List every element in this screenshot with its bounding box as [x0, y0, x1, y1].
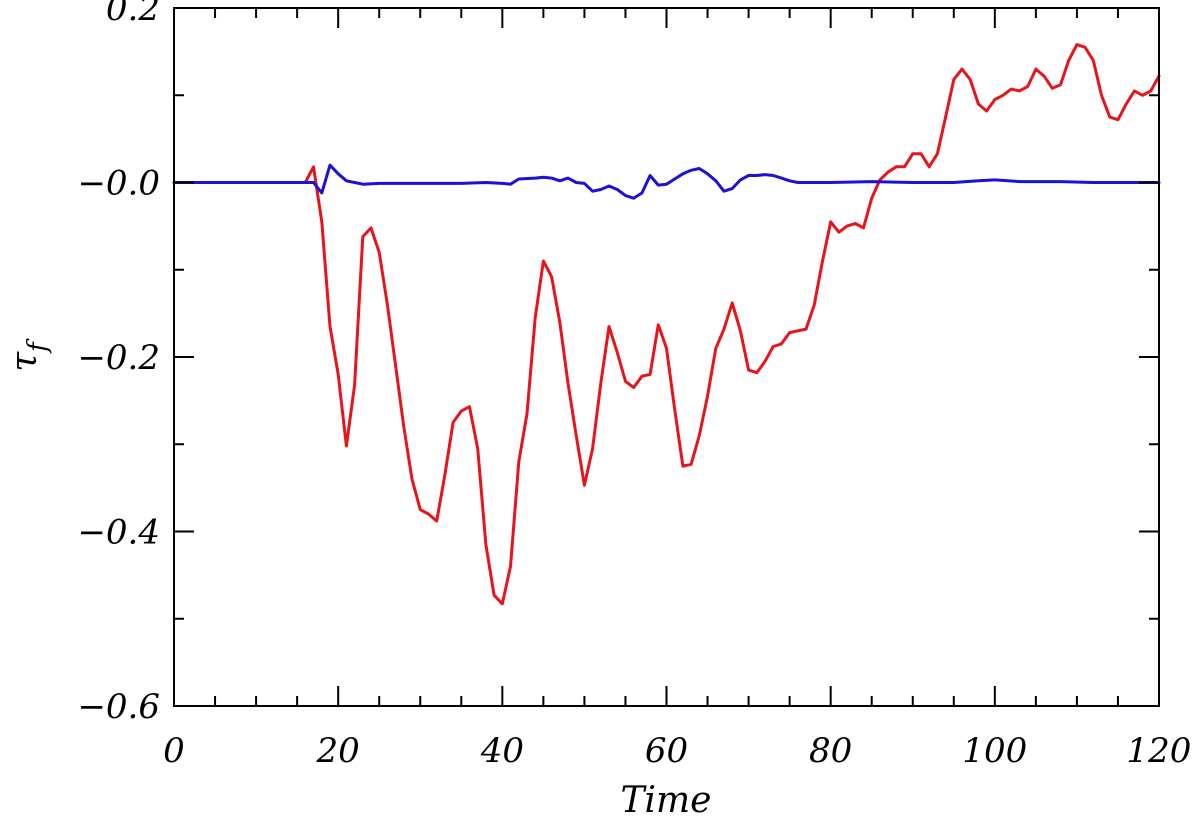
x-tick-label: 40	[480, 731, 524, 771]
y-tick-label: −0.6	[77, 687, 160, 727]
y-axis-label: τf	[4, 338, 53, 372]
y-tick-label: −0.4	[77, 513, 160, 553]
x-tick-label: 0	[163, 731, 185, 771]
y-tick-label: −0.2	[77, 338, 160, 378]
y-tick-label: −0.0	[77, 164, 160, 204]
x-tick-labels: 0 20 40 60 80 100 120	[163, 731, 1191, 771]
x-tick-label: 20	[316, 731, 360, 771]
y-tick-label: 0.2	[106, 0, 160, 29]
y-tick-labels: −0.6 −0.4 −0.2 −0.0 0.2	[77, 0, 160, 727]
y-axis-label-symbol: τ	[4, 351, 45, 372]
x-axis-label: Time	[621, 780, 712, 818]
series-line-1	[172, 43, 1161, 606]
plot-frame	[173, 7, 1160, 707]
x-tick-label: 60	[645, 731, 688, 771]
series-layer	[172, 43, 1161, 606]
x-tick-label: 100	[962, 731, 1027, 771]
y-axis-label-subscript: f	[23, 338, 53, 354]
x-tick-label: 120	[1127, 731, 1192, 771]
x-tick-label: 80	[809, 731, 852, 771]
series-line-2	[172, 163, 1161, 200]
